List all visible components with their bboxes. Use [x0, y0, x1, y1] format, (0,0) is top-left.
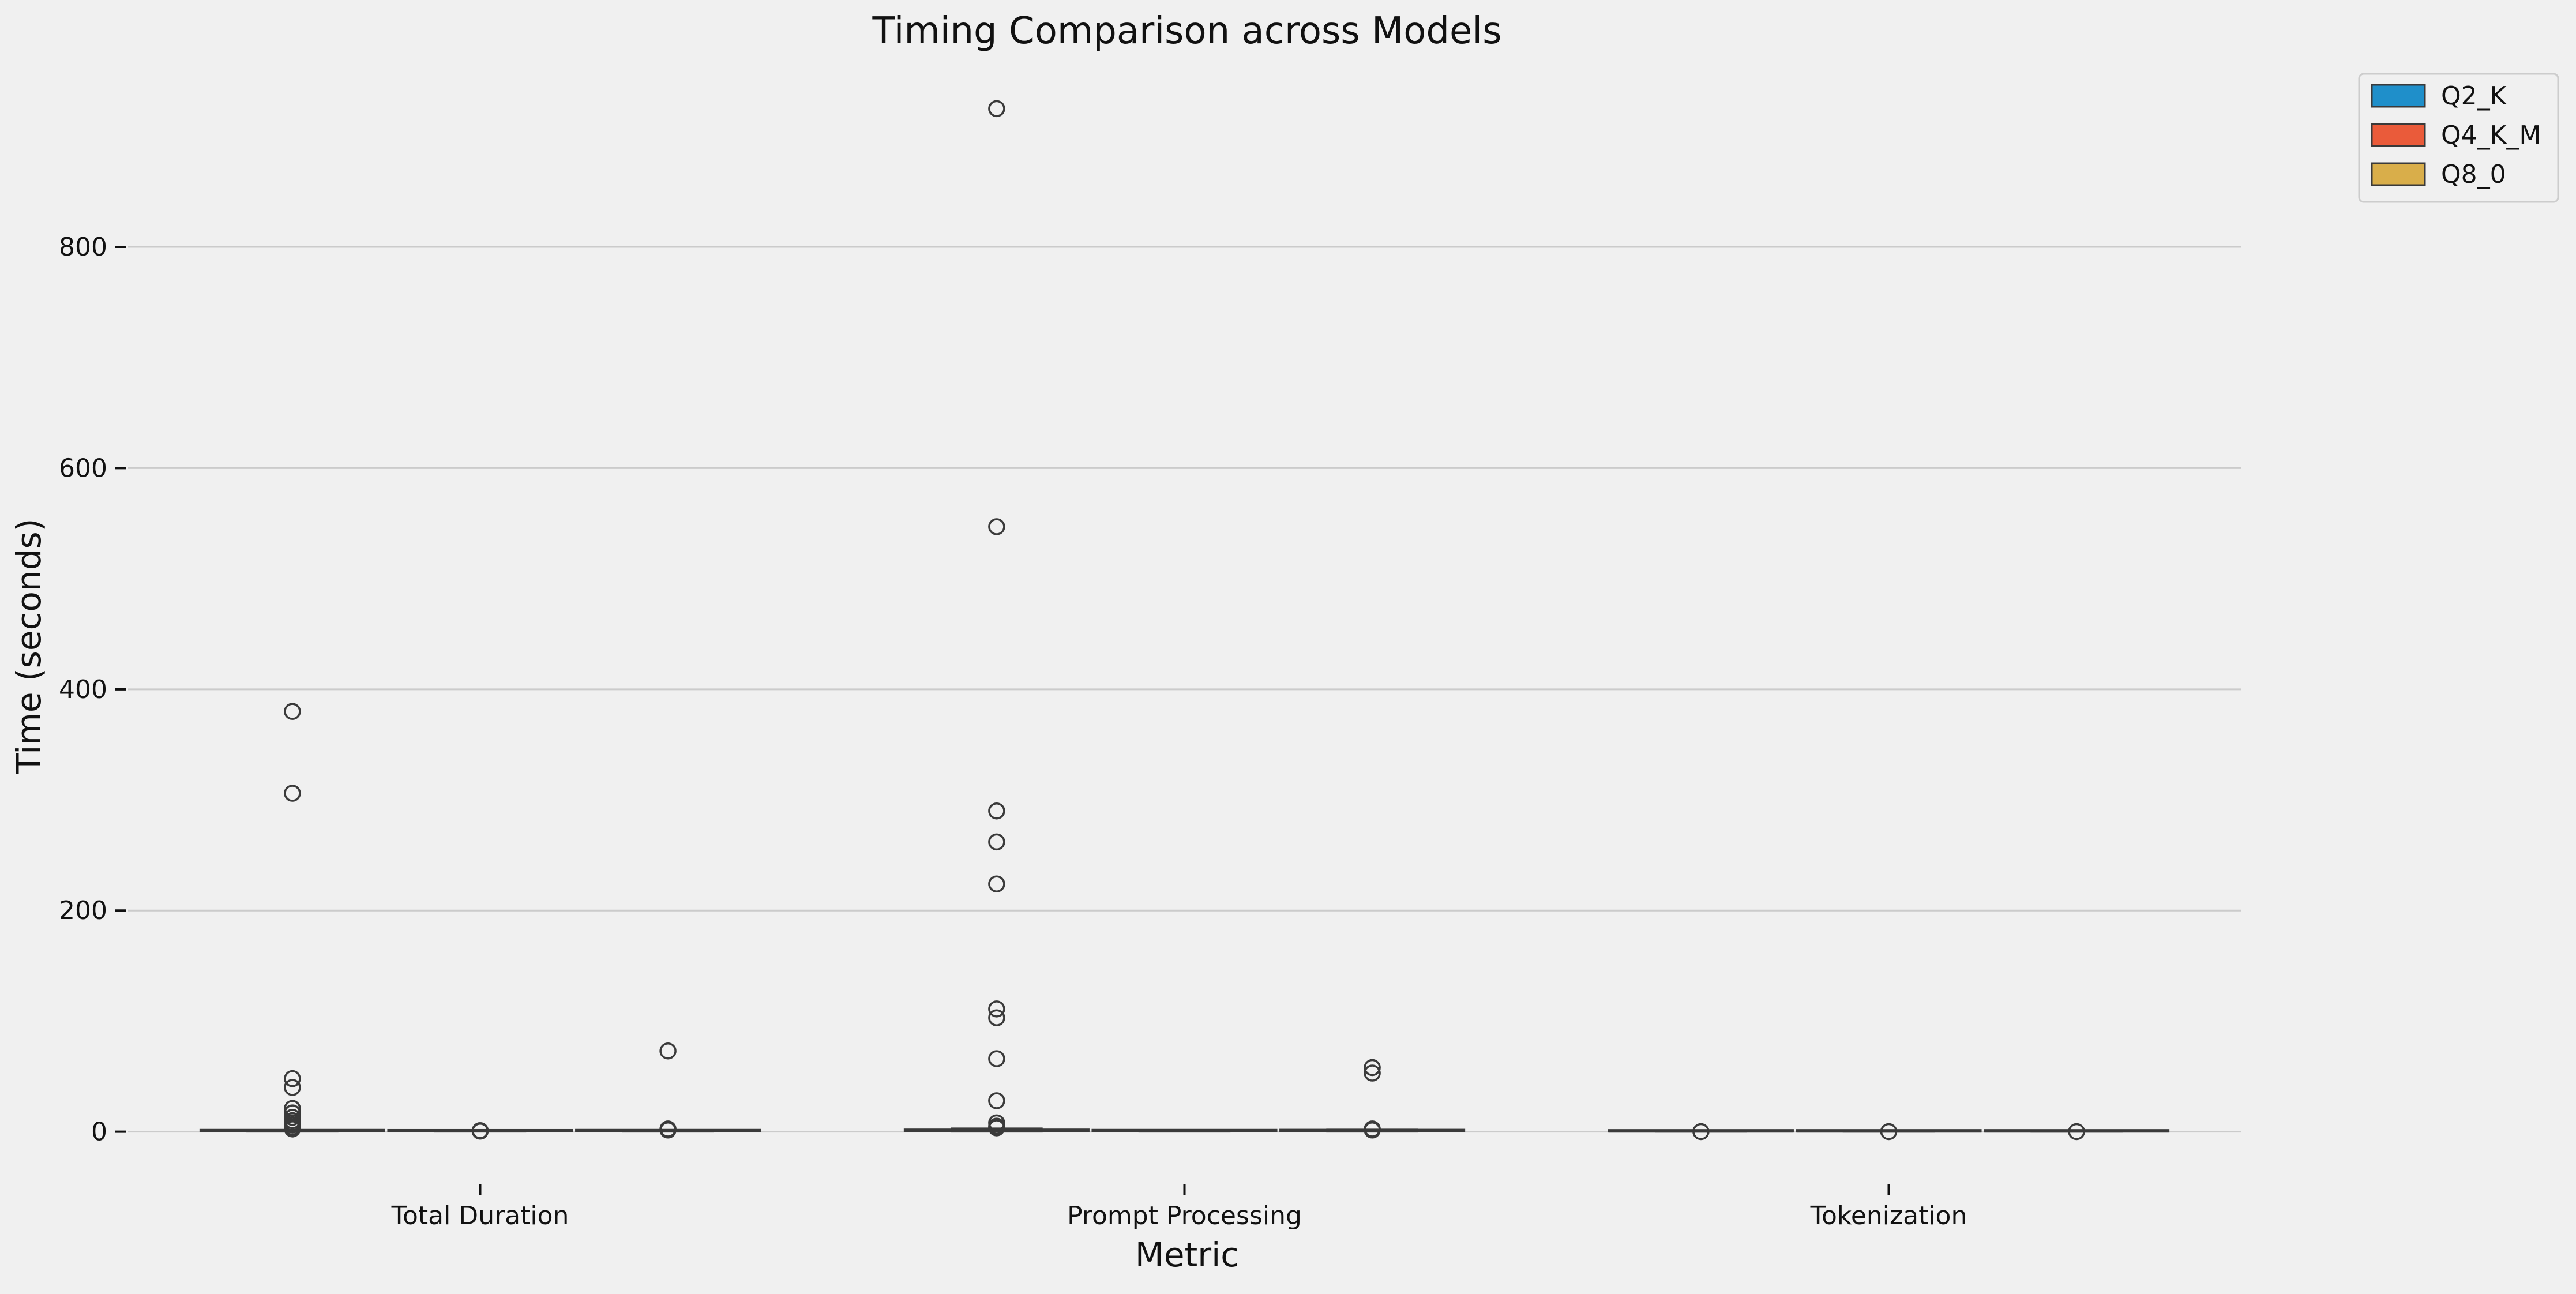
y-axis: 0 200 400 600 800: [59, 232, 126, 1147]
outlier-point: [284, 785, 301, 802]
outliers-layer: [284, 100, 2085, 1141]
outlier-point: [2068, 1123, 2085, 1141]
outlier-point: [988, 1050, 1005, 1067]
box-Q8_0-total-duration: [575, 1128, 761, 1133]
y-tick-label: 200: [59, 896, 107, 925]
box-Q8_0-prompt-processing: [1279, 1128, 1466, 1133]
legend: Q2_K Q4_K_M Q8_0: [2358, 73, 2559, 203]
outlier-point: [1364, 1122, 1381, 1139]
outlier-point: [284, 1120, 301, 1138]
x-axis: Total Duration Prompt Processing Tokenizat…: [391, 1184, 1967, 1231]
outlier-point: [1692, 1123, 1710, 1141]
outlier-point: [988, 833, 1005, 851]
outlier-point: [988, 1000, 1005, 1018]
legend-label: Q8_0: [2441, 160, 2506, 189]
box-Q8_0-tokenization: [1984, 1129, 2170, 1133]
legend-entries: Q2_K Q4_K_M Q8_0: [2371, 81, 2541, 189]
y-tick-label: 0: [91, 1117, 107, 1147]
legend-label: Q2_K: [2441, 81, 2507, 111]
y-axis-title: Time (seconds): [9, 519, 48, 775]
legend-swatch: [2371, 84, 2426, 108]
x-axis-title: Metric: [1135, 1235, 1239, 1274]
box-Q4_K_M-prompt-processing: [1091, 1128, 1278, 1133]
legend-swatch: [2371, 162, 2426, 186]
outlier-point: [988, 1119, 1005, 1137]
y-tick-label: 800: [59, 232, 107, 262]
outlier-point: [659, 1122, 677, 1139]
outlier-point: [988, 100, 1005, 118]
outlier-point: [988, 802, 1005, 820]
box-Q4_K_M-total-duration: [387, 1128, 573, 1133]
outlier-point: [659, 1042, 677, 1060]
y-tick-label: 600: [59, 453, 107, 483]
outlier-point: [1364, 1059, 1381, 1077]
x-tick-label: Prompt Processing: [1067, 1201, 1302, 1231]
chart-title: Timing Comparison across Models: [872, 10, 1501, 52]
outlier-point: [284, 703, 301, 720]
outlier-point: [988, 1009, 1005, 1026]
x-tick-label: Total Duration: [391, 1201, 569, 1231]
box-Q4_K_M-tokenization: [1796, 1129, 1982, 1133]
outlier-point: [284, 1079, 301, 1096]
x-tick-label: Tokenization: [1810, 1201, 1967, 1231]
box-Q2_K-tokenization: [1608, 1129, 1794, 1133]
legend-swatch: [2371, 123, 2426, 147]
outlier-point: [988, 518, 1005, 535]
outlier-point: [471, 1122, 489, 1140]
outlier-point: [1880, 1123, 1898, 1141]
outlier-point: [284, 1070, 301, 1087]
legend-label: Q4_K_M: [2441, 121, 2541, 150]
outlier-point: [1364, 1064, 1381, 1082]
outlier-point: [988, 875, 1005, 892]
outlier-point: [988, 1092, 1005, 1109]
y-tick-label: 400: [59, 675, 107, 704]
